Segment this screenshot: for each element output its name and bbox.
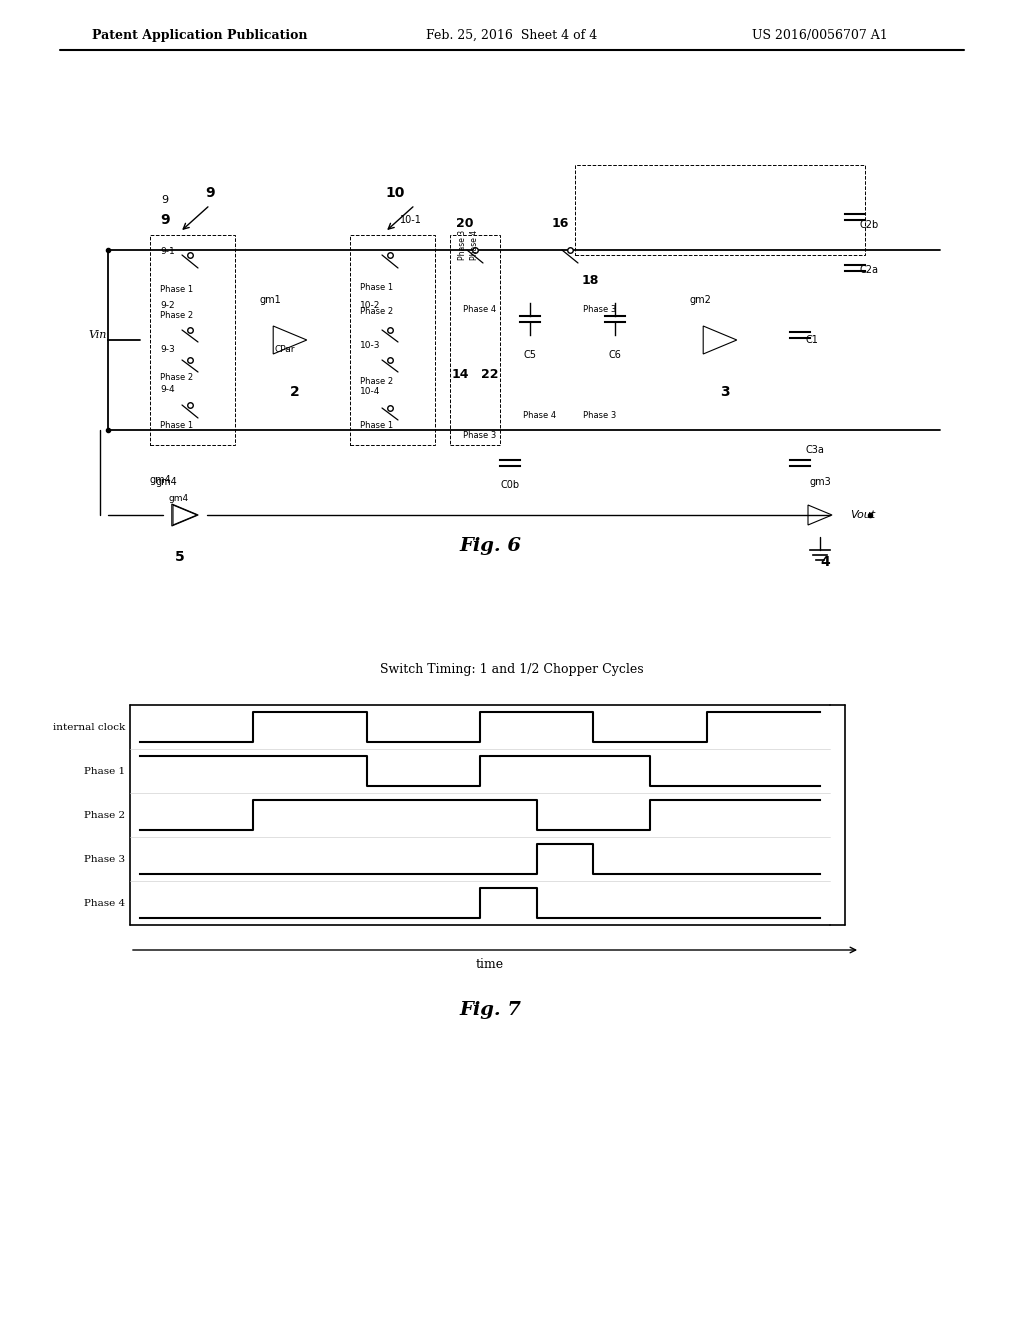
Text: 9-4: 9-4 <box>160 385 175 395</box>
Text: Feb. 25, 2016  Sheet 4 of 4: Feb. 25, 2016 Sheet 4 of 4 <box>426 29 598 41</box>
Text: CPar: CPar <box>274 346 295 355</box>
Bar <box>450 235 500 445</box>
Text: Phase 4: Phase 4 <box>523 411 557 420</box>
Text: Phase 2: Phase 2 <box>360 308 393 317</box>
Text: Phase 1: Phase 1 <box>360 284 393 293</box>
Bar <box>150 235 234 445</box>
Text: Phase 2: Phase 2 <box>160 374 194 383</box>
Text: Fig. 6: Fig. 6 <box>459 537 521 554</box>
Text: C5: C5 <box>523 350 537 360</box>
Text: time: time <box>476 958 504 972</box>
Text: Phase 3: Phase 3 <box>584 305 616 314</box>
Text: gm4: gm4 <box>169 494 189 503</box>
Text: gm3: gm3 <box>810 477 831 487</box>
Text: Patent Application Publication: Patent Application Publication <box>92 29 308 41</box>
Text: Phase 1: Phase 1 <box>360 421 393 429</box>
Text: US 2016/0056707 A1: US 2016/0056707 A1 <box>752 29 888 41</box>
Text: C2a: C2a <box>860 265 879 275</box>
Text: gm4: gm4 <box>150 475 172 484</box>
Text: Phase 3: Phase 3 <box>584 411 616 420</box>
Text: Fig. 7: Fig. 7 <box>459 1001 521 1019</box>
Bar <box>350 235 435 445</box>
Text: Phase 1: Phase 1 <box>160 421 194 429</box>
Text: Phase 4: Phase 4 <box>470 230 479 260</box>
Text: 10: 10 <box>385 186 404 201</box>
Text: C6: C6 <box>608 350 622 360</box>
Text: 10-4: 10-4 <box>360 388 380 396</box>
Text: 16: 16 <box>551 216 568 230</box>
Text: 9: 9 <box>205 186 215 201</box>
Text: gm4: gm4 <box>155 477 177 487</box>
Text: Phase 3: Phase 3 <box>464 430 497 440</box>
Text: 9-3: 9-3 <box>160 346 175 355</box>
Text: 9: 9 <box>162 195 169 205</box>
Text: Phase 3: Phase 3 <box>84 854 125 863</box>
Text: C1: C1 <box>805 335 818 345</box>
Text: Phase 1: Phase 1 <box>160 285 194 294</box>
Text: 10-1: 10-1 <box>400 215 422 224</box>
Text: 5: 5 <box>175 550 185 564</box>
Text: 2: 2 <box>290 385 300 399</box>
Text: 10-2: 10-2 <box>360 301 380 309</box>
Text: 20: 20 <box>457 216 474 230</box>
Text: Phase 1: Phase 1 <box>84 767 125 776</box>
Text: Vout: Vout <box>850 510 876 520</box>
Text: Phase 3: Phase 3 <box>458 230 467 260</box>
Text: C0b: C0b <box>501 480 519 490</box>
Text: 3: 3 <box>720 385 730 399</box>
Text: Phase 4: Phase 4 <box>84 899 125 908</box>
Text: 9: 9 <box>160 213 170 227</box>
Text: C3a: C3a <box>805 445 824 455</box>
Text: gm2: gm2 <box>689 294 711 305</box>
Text: Phase 2: Phase 2 <box>160 310 194 319</box>
Text: Vin: Vin <box>88 330 106 341</box>
Text: 14: 14 <box>452 368 469 381</box>
Text: Phase 4: Phase 4 <box>464 305 497 314</box>
Text: 4: 4 <box>820 554 829 569</box>
Text: 22: 22 <box>481 368 499 381</box>
Text: gm1: gm1 <box>259 294 281 305</box>
Text: Phase 2: Phase 2 <box>84 810 125 820</box>
Text: 10-3: 10-3 <box>360 341 381 350</box>
Bar <box>575 165 865 255</box>
Text: 9-2: 9-2 <box>160 301 175 309</box>
Text: Phase 2: Phase 2 <box>360 378 393 387</box>
Text: 18: 18 <box>582 273 599 286</box>
Text: Switch Timing: 1 and 1/2 Chopper Cycles: Switch Timing: 1 and 1/2 Chopper Cycles <box>380 664 644 676</box>
Text: internal clock: internal clock <box>53 722 125 731</box>
Text: C2b: C2b <box>860 220 880 230</box>
Text: 9-1: 9-1 <box>160 248 175 256</box>
